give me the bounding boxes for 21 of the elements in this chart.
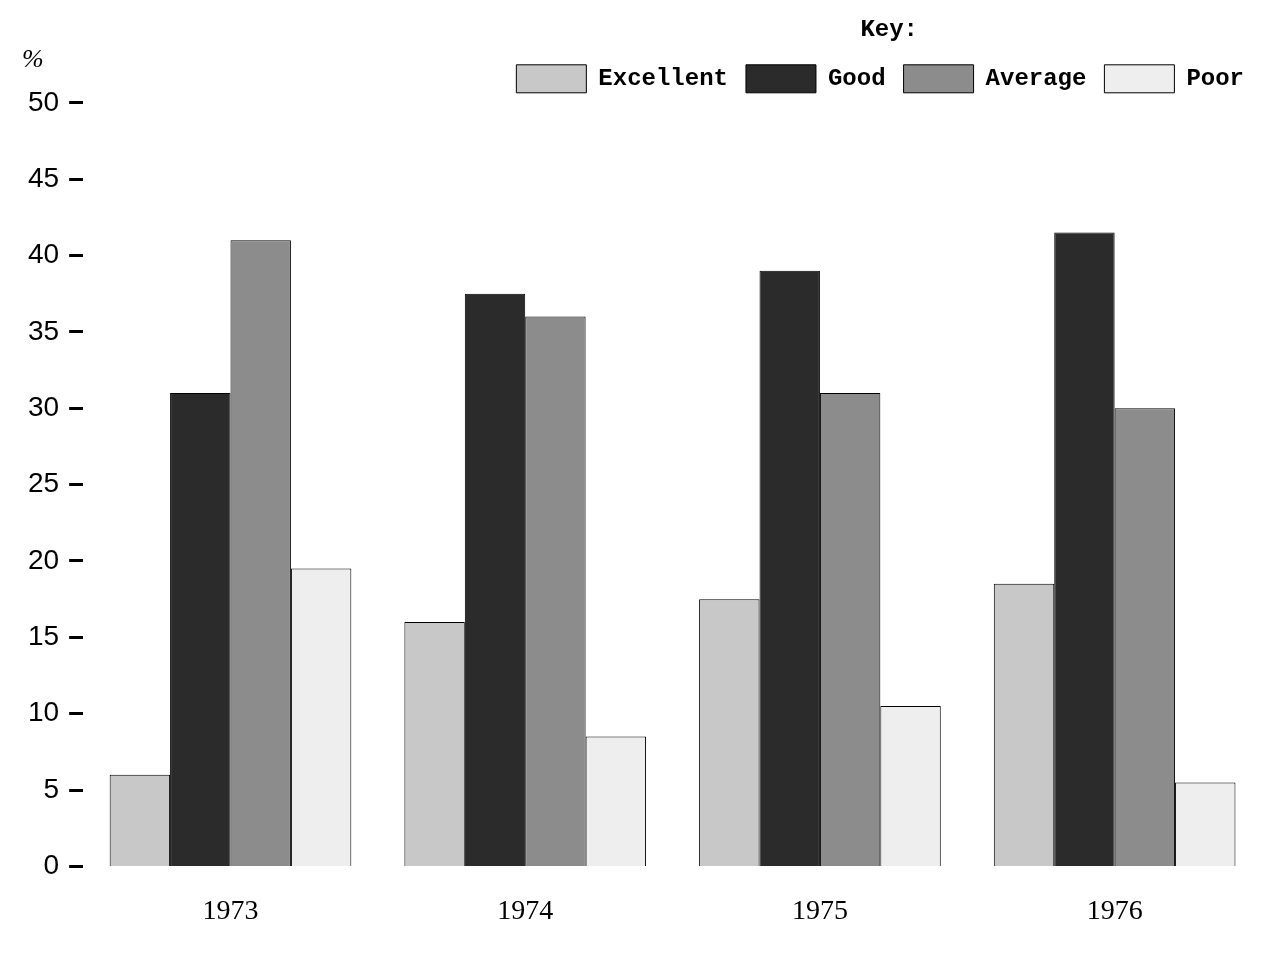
y-tick-label: 0 xyxy=(43,849,60,881)
y-tick-label: 30 xyxy=(27,390,60,422)
legend-label: Excellent xyxy=(598,64,728,92)
x-tick-label: 1975 xyxy=(791,893,848,925)
y-tick-label: 45 xyxy=(27,161,60,193)
legend-title: Key: xyxy=(860,16,918,44)
legend-label: Poor xyxy=(1186,64,1244,92)
x-tick-label: 1974 xyxy=(497,893,554,925)
y-tick-label: 50 xyxy=(27,85,60,117)
y-tick-label: 15 xyxy=(27,620,60,652)
legend-label: Good xyxy=(827,64,886,92)
y-tick-label: 20 xyxy=(27,543,60,575)
y-tick-label: 10 xyxy=(27,696,60,728)
y-tick-label: 35 xyxy=(27,314,60,346)
y-tick-label: 40 xyxy=(27,238,60,270)
y-tick-label: 25 xyxy=(27,467,60,499)
y-axis-title: % xyxy=(22,43,44,73)
y-tick-label: 5 xyxy=(43,772,60,804)
x-tick-label: 1976 xyxy=(1086,893,1143,925)
legend-label: Average xyxy=(985,64,1087,92)
x-tick-label: 1973 xyxy=(202,893,259,925)
